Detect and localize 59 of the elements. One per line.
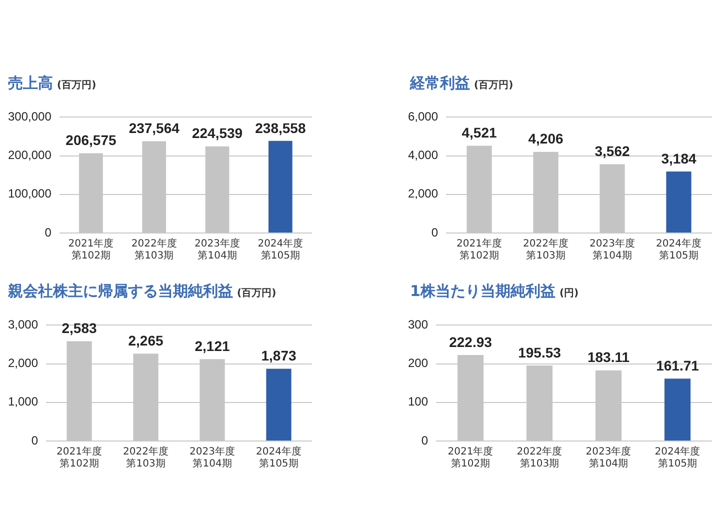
data-label: 4,206 xyxy=(528,130,564,147)
data-label: 206,575 xyxy=(66,132,116,148)
x-tick-label: 2023年度第104期 xyxy=(190,446,235,470)
x-tick-label: 2021年度第102期 xyxy=(56,446,102,470)
chart-subtitle: (円) xyxy=(559,288,579,299)
data-label: 1,873 xyxy=(261,348,296,364)
bar xyxy=(666,172,692,232)
data-label: 4,521 xyxy=(462,124,497,141)
x-tick-label: 2023年度第104期 xyxy=(590,238,635,262)
data-label: 237,564 xyxy=(128,120,180,136)
data-label: 3,184 xyxy=(661,150,696,166)
y-tick-label: 0 xyxy=(44,225,52,240)
x-tick-label: 2022年度第103期 xyxy=(123,446,168,470)
x-tick-label: 2023年度第104期 xyxy=(194,238,240,262)
data-label: 2,265 xyxy=(128,332,164,348)
y-tick-label: 0 xyxy=(421,433,428,448)
y-tick-label: 300 xyxy=(408,318,428,332)
y-tick-label: 3,000 xyxy=(8,318,38,332)
x-tick-label: 2023年度第104期 xyxy=(586,446,632,470)
y-tick-label: 1,000 xyxy=(8,394,38,409)
x-tick-label: 2021年度第102期 xyxy=(68,238,114,262)
y-tick-label: 4,000 xyxy=(408,148,438,162)
data-label: 222.93 xyxy=(449,334,492,350)
x-tick-label: 2022年度第103期 xyxy=(516,446,562,470)
x-tick-label: 2022年度第103期 xyxy=(523,238,568,262)
chart-subtitle: (百万円) xyxy=(474,80,514,91)
y-tick-label: 200 xyxy=(408,356,428,370)
y-tick-label: 6,000 xyxy=(408,110,438,124)
data-label: 224,539 xyxy=(192,125,243,142)
chart-title: 親会社株主に帰属する当期純利益 xyxy=(8,282,233,300)
bar xyxy=(266,368,292,440)
x-tick-label: 2021年度第102期 xyxy=(456,238,502,262)
x-tick-label: 2022年度第103期 xyxy=(131,238,177,262)
chart-title: 売上高 xyxy=(8,74,53,92)
data-label: 238,558 xyxy=(255,120,306,136)
data-label: 2,583 xyxy=(62,320,97,336)
chart-title: 1株当たり当期純利益 xyxy=(410,282,556,300)
y-tick-label: 300,000 xyxy=(8,110,52,124)
y-tick-label: 2,000 xyxy=(408,186,438,201)
x-tick-label: 2021年度第102期 xyxy=(448,446,494,470)
data-label: 195.53 xyxy=(518,344,562,360)
x-tick-label: 2024年度第105期 xyxy=(654,446,700,470)
y-tick-label: 100,000 xyxy=(8,186,52,201)
data-label: 161.71 xyxy=(656,357,700,374)
y-tick-label: 100 xyxy=(408,394,428,409)
data-label: 2,121 xyxy=(194,338,230,354)
x-tick-label: 2024年度第105期 xyxy=(258,238,304,262)
data-label: 3,562 xyxy=(594,143,630,160)
x-tick-label: 2024年度第105期 xyxy=(656,238,702,262)
chart-subtitle: (百万円) xyxy=(57,80,96,91)
y-tick-label: 200,000 xyxy=(8,148,52,162)
bar xyxy=(268,140,292,232)
y-tick-label: 2,000 xyxy=(8,356,38,370)
x-tick-label: 2024年度第105期 xyxy=(256,446,302,470)
data-label: 183.11 xyxy=(587,349,630,366)
chart-title: 経常利益 xyxy=(410,74,470,92)
y-tick-label: 0 xyxy=(31,433,38,448)
chart-subtitle: (百万円) xyxy=(237,288,276,299)
y-tick-label: 0 xyxy=(431,225,438,240)
